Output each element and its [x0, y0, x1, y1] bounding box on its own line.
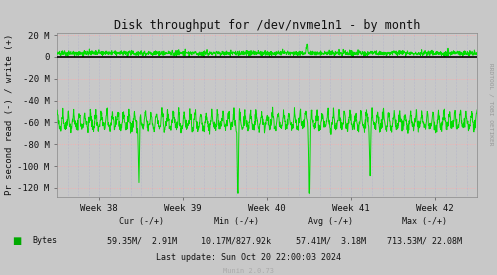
- Text: RRDTOOL / TOBI OETIKER: RRDTOOL / TOBI OETIKER: [489, 63, 494, 146]
- Text: 10.17M/827.92k: 10.17M/827.92k: [201, 236, 271, 245]
- Text: Last update: Sun Oct 20 22:00:03 2024: Last update: Sun Oct 20 22:00:03 2024: [156, 254, 341, 262]
- Text: Max (-/+): Max (-/+): [403, 217, 447, 226]
- Title: Disk throughput for /dev/nvme1n1 - by month: Disk throughput for /dev/nvme1n1 - by mo…: [114, 19, 420, 32]
- Text: Avg (-/+): Avg (-/+): [308, 217, 353, 226]
- Text: 59.35M/  2.91M: 59.35M/ 2.91M: [107, 236, 176, 245]
- Text: 713.53M/ 22.08M: 713.53M/ 22.08M: [388, 236, 462, 245]
- Y-axis label: Pr second read (-) / write (+): Pr second read (-) / write (+): [5, 34, 14, 196]
- Text: Bytes: Bytes: [32, 236, 57, 245]
- Text: Cur (-/+): Cur (-/+): [119, 217, 164, 226]
- Text: Min (-/+): Min (-/+): [214, 217, 258, 226]
- Text: Munin 2.0.73: Munin 2.0.73: [223, 268, 274, 274]
- Text: ■: ■: [12, 236, 22, 246]
- Text: 57.41M/  3.18M: 57.41M/ 3.18M: [296, 236, 365, 245]
